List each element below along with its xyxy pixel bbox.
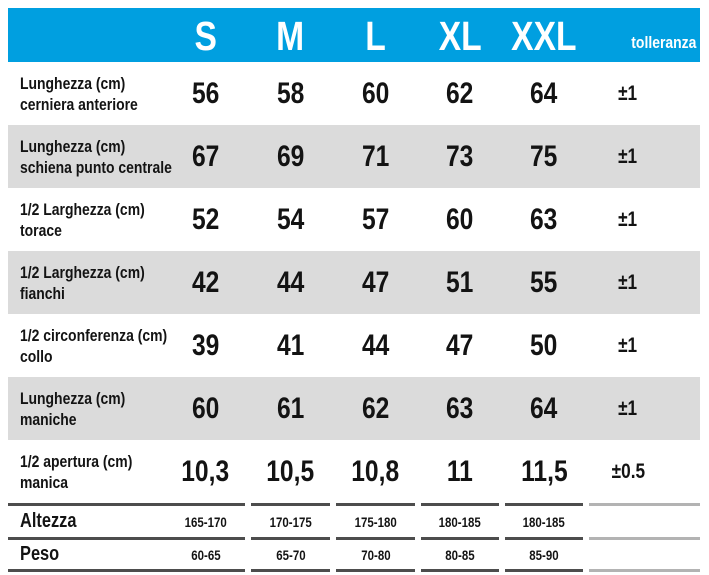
value-cell: 62	[446, 76, 474, 110]
tolerance-cell: ±1	[618, 396, 638, 420]
value-cell: 165-170	[184, 513, 227, 530]
header-size-s: S	[194, 12, 217, 59]
value-cell: 55	[530, 265, 558, 299]
divider-segment	[421, 569, 499, 572]
divider-segment	[421, 503, 499, 506]
divider-segment	[505, 569, 583, 572]
table-row: 1/2 Larghezza (cm) torace 52 54 57 60 63 …	[8, 188, 700, 251]
tolerance-cell: ±1	[618, 270, 638, 294]
row-label: Lunghezza (cm) cerniera anteriore	[20, 73, 138, 114]
row-label: Altezza	[20, 510, 77, 532]
table-row: 1/2 circonferenza (cm) collo 39 41 44 47 …	[8, 314, 700, 377]
row-label: 1/2 Larghezza (cm) torace	[20, 199, 145, 240]
value-cell: 73	[446, 139, 474, 173]
table-row: Lunghezza (cm) maniche 60 61 62 63 64 ±1	[8, 377, 700, 440]
divider-segment	[251, 503, 330, 506]
divider-segment	[589, 569, 700, 572]
row-label: Lunghezza (cm) schiena punto centrale	[20, 136, 172, 177]
tolerance-cell: ±1	[618, 207, 638, 231]
divider-row	[8, 503, 700, 506]
divider-segment	[8, 503, 245, 506]
divider-segment	[8, 537, 245, 540]
row-label: Peso	[20, 543, 60, 565]
header-size-xxl: XXL	[511, 12, 577, 59]
value-cell: 44	[361, 328, 390, 362]
value-cell: 67	[191, 139, 220, 173]
value-cell: 57	[361, 202, 390, 236]
row-label: 1/2 circonferenza (cm) collo	[20, 325, 168, 366]
value-cell: 39	[191, 328, 220, 362]
row-label: 1/2 apertura (cm) manica	[20, 451, 133, 492]
divider-segment	[589, 537, 700, 540]
value-cell: 52	[191, 202, 220, 236]
value-cell: 60	[361, 76, 390, 110]
header-size-xl: XL	[438, 12, 482, 59]
value-cell: 10,3	[181, 454, 230, 488]
value-cell: 180-185	[522, 513, 566, 530]
divider-segment	[589, 503, 700, 506]
value-cell: 42	[191, 265, 220, 299]
value-cell: 41	[276, 328, 305, 362]
tolerance-cell: ±0.5	[611, 459, 645, 483]
value-cell: 54	[276, 202, 305, 236]
value-cell: 60	[191, 391, 220, 425]
tolerance-cell: ±1	[618, 144, 638, 168]
value-cell: 10,8	[351, 454, 400, 488]
value-cell: 71	[361, 139, 390, 173]
value-cell: 85-90	[529, 546, 559, 563]
value-cell: 63	[530, 202, 558, 236]
value-cell: 47	[446, 328, 474, 362]
value-cell: 63	[446, 391, 474, 425]
table-row: 1/2 Larghezza (cm) fianchi 42 44 47 51 55…	[8, 251, 700, 314]
divider-segment	[8, 569, 245, 572]
divider-row	[8, 569, 700, 572]
tolerance-cell: ±1	[618, 333, 638, 357]
value-cell: 70-80	[360, 546, 391, 563]
value-cell: 50	[530, 328, 558, 362]
header-size-m: M	[276, 12, 305, 59]
table-row-altezza: Altezza 165-170 170-175 175-180 180-185 …	[8, 506, 700, 537]
value-cell: 60-65	[190, 546, 221, 563]
value-cell: 51	[446, 265, 474, 299]
divider-segment	[336, 503, 415, 506]
value-cell: 65-70	[275, 546, 306, 563]
value-cell: 64	[530, 76, 558, 110]
header-tolerance-label: tolleranza	[630, 33, 696, 52]
value-cell: 175-180	[354, 513, 397, 530]
divider-segment	[505, 537, 583, 540]
table-row: Lunghezza (cm) cerniera anteriore 56 58 6…	[8, 62, 700, 125]
divider-segment	[336, 569, 415, 572]
value-cell: 58	[276, 76, 305, 110]
divider-segment	[505, 503, 583, 506]
row-label: 1/2 Larghezza (cm) fianchi	[20, 262, 145, 303]
value-cell: 170-175	[269, 513, 312, 530]
value-cell: 64	[530, 391, 558, 425]
table-row: Lunghezza (cm) schiena punto centrale 67 …	[8, 125, 700, 188]
value-cell: 69	[276, 139, 305, 173]
divider-segment	[251, 569, 330, 572]
tolerance-cell: ±1	[618, 81, 638, 105]
value-cell: 44	[276, 265, 305, 299]
value-cell: 60	[446, 202, 474, 236]
table-row-peso: Peso 60-65 65-70 70-80 80-85 85-90	[8, 540, 700, 569]
divider-segment	[336, 537, 415, 540]
header-size-l: L	[365, 12, 386, 59]
value-cell: 80-85	[445, 546, 475, 563]
value-cell: 11	[446, 454, 474, 488]
value-cell: 56	[191, 76, 220, 110]
value-cell: 11,5	[520, 454, 568, 488]
value-cell: 61	[276, 391, 305, 425]
table-header-row: S M L XL XXL tolleranza	[8, 8, 700, 62]
value-cell: 62	[361, 391, 390, 425]
value-cell: 75	[530, 139, 558, 173]
divider-segment	[251, 537, 330, 540]
value-cell: 180-185	[438, 513, 482, 530]
divider-segment	[421, 537, 499, 540]
row-label: Lunghezza (cm) maniche	[20, 388, 126, 429]
value-cell: 47	[361, 265, 390, 299]
table-row: 1/2 apertura (cm) manica 10,3 10,5 10,8 1…	[8, 440, 700, 503]
divider-row	[8, 537, 700, 540]
value-cell: 10,5	[266, 454, 315, 488]
